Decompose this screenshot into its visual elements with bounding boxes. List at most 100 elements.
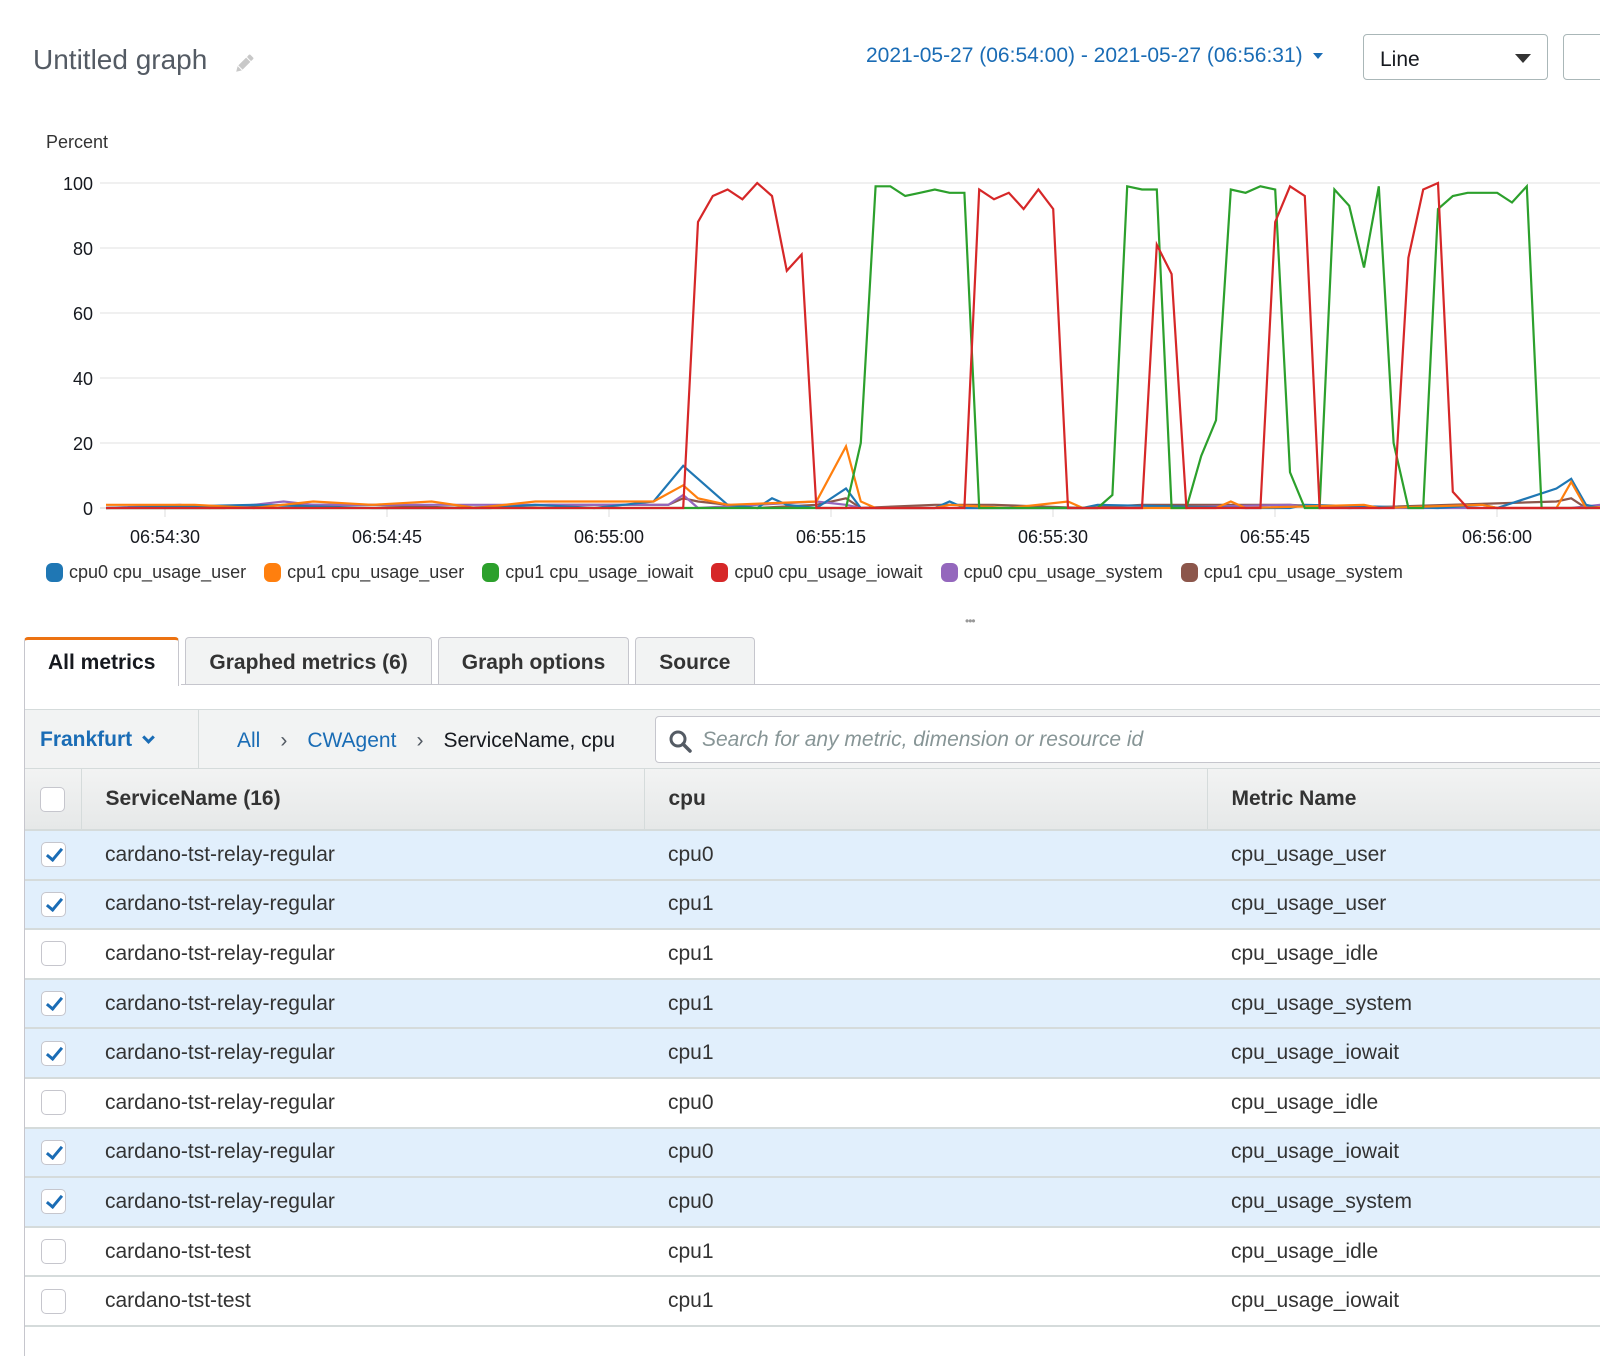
row-checkbox[interactable]: [40, 891, 66, 917]
cell-cpu: cpu1: [644, 1276, 1207, 1327]
legend-swatch-icon: [264, 563, 282, 582]
x-tick-label: 06:55:15: [796, 527, 866, 547]
table-row[interactable]: cardano-tst-relay-regular cpu1 cpu_usage_i…: [25, 1028, 1600, 1079]
x-tick-label: 06:56:00: [1462, 527, 1532, 547]
cell-cpu: cpu1: [644, 1226, 1207, 1278]
tab-source[interactable]: Source: [635, 637, 755, 685]
legend-swatch-icon: [1180, 563, 1198, 582]
breadcrumb-all[interactable]: All: [237, 729, 261, 752]
y-tick-label: 60: [73, 304, 93, 324]
search-input[interactable]: [700, 725, 1600, 755]
chevron-right-icon: ›: [280, 729, 288, 752]
legend-item[interactable]: cpu1 cpu_usage_user: [264, 562, 464, 583]
series-line-1[interactable]: [106, 443, 1600, 510]
row-select-cell: [25, 1226, 81, 1278]
column-header-metric-name[interactable]: Metric Name: [1207, 769, 1600, 831]
chevron-right-icon: ›: [416, 729, 424, 752]
legend-item[interactable]: cpu0 cpu_usage_user: [46, 562, 246, 583]
row-select-cell: [25, 830, 81, 881]
legend-item[interactable]: cpu0 cpu_usage_iowait: [711, 562, 923, 583]
search-icon: [669, 730, 692, 753]
table-row[interactable]: cardano-tst-relay-regular cpu1 cpu_usage_i…: [25, 929, 1600, 980]
pencil-icon[interactable]: [232, 52, 256, 76]
line-chart: 0 20 40 60 80 100 06:54:30 06:54:45 06:55:00 06:5…: [63, 174, 1600, 547]
legend-swatch-icon: [482, 563, 500, 582]
row-select-cell: [25, 1127, 81, 1179]
row-checkbox[interactable]: [40, 842, 66, 868]
tab-all-metrics[interactable]: All metrics: [24, 637, 180, 686]
cell-metric-name: cpu_usage_user: [1207, 879, 1600, 931]
cell-servicename: cardano-tst-relay-regular: [81, 1177, 644, 1228]
row-select-cell: [25, 1177, 81, 1228]
row-select-cell: [25, 879, 81, 931]
row-checkbox[interactable]: [40, 1139, 66, 1165]
tab-graphed-metrics[interactable]: Graphed metrics (6): [185, 637, 432, 685]
resize-handle[interactable]: •••: [965, 614, 976, 628]
cell-metric-name: cpu_usage_iowait: [1207, 1127, 1600, 1179]
table-row[interactable]: cardano-tst-relay-regular cpu1 cpu_usage_u…: [25, 879, 1600, 931]
legend-label: cpu0 cpu_usage_iowait: [734, 562, 923, 582]
divider: [198, 710, 199, 768]
column-header-servicename[interactable]: ServiceName (16): [81, 769, 645, 831]
row-select-cell: [25, 978, 81, 1030]
cell-servicename: cardano-tst-relay-regular: [81, 879, 644, 931]
legend-item[interactable]: cpu0 cpu_usage_system: [940, 562, 1163, 583]
select-all-checkbox[interactable]: [40, 786, 66, 812]
row-checkbox[interactable]: [40, 1090, 66, 1116]
table-row[interactable]: cardano-tst-relay-regular cpu0 cpu_usage_s…: [25, 1177, 1600, 1228]
table-row[interactable]: cardano-tst-relay-regular cpu0 cpu_usage_i…: [25, 1077, 1600, 1129]
legend-item[interactable]: cpu1 cpu_usage_system: [1180, 562, 1403, 583]
row-checkbox[interactable]: [40, 1239, 66, 1265]
tab-graph-options[interactable]: Graph options: [437, 637, 630, 685]
chevron-down-icon: [142, 731, 156, 744]
graph-type-value: Line: [1380, 48, 1420, 71]
x-tick-label: 06:55:00: [574, 527, 644, 547]
cell-metric-name: cpu_usage_idle: [1207, 1077, 1600, 1129]
column-header-cpu[interactable]: cpu: [644, 769, 1208, 831]
y-tick-label: 100: [63, 174, 93, 194]
row-checkbox[interactable]: [40, 1189, 66, 1215]
x-tick-label: 06:54:30: [130, 527, 200, 547]
date-range-label: 2021-05-27 (06:54:00) - 2021-05-27 (06:5…: [866, 44, 1303, 67]
cell-cpu: cpu1: [644, 978, 1207, 1030]
legend-swatch-icon: [46, 563, 63, 582]
cell-metric-name: cpu_usage_iowait: [1207, 1028, 1600, 1079]
y-axis-label: Percent: [46, 132, 109, 152]
row-checkbox[interactable]: [40, 941, 66, 967]
legend-item[interactable]: cpu1 cpu_usage_iowait: [482, 562, 693, 583]
series-line-3[interactable]: [106, 181, 1600, 510]
cell-cpu: cpu0: [644, 1177, 1207, 1228]
x-tick-label: 06:55:30: [1018, 527, 1088, 547]
cell-cpu: cpu1: [644, 1028, 1207, 1079]
actions-button[interactable]: [1563, 34, 1600, 80]
region-label: Frankfurt: [40, 728, 133, 751]
y-tick-label: 40: [73, 369, 93, 389]
y-tick-label: 80: [73, 239, 93, 259]
chart-legend: cpu0 cpu_usage_user cpu1 cpu_usage_user cp…: [46, 562, 1403, 583]
row-select-cell: [25, 929, 81, 980]
tabs-divider: [181, 684, 1600, 685]
table-row[interactable]: cardano-tst-relay-regular cpu0 cpu_usage_u…: [25, 830, 1600, 881]
table-row[interactable]: cardano-tst-relay-regular cpu0 cpu_usage_i…: [25, 1127, 1600, 1179]
row-checkbox[interactable]: [40, 1040, 66, 1066]
row-checkbox[interactable]: [40, 991, 66, 1017]
region-selector[interactable]: Frankfurt: [40, 728, 156, 752]
breadcrumb-namespace[interactable]: CWAgent: [307, 729, 397, 752]
x-tick-label: 06:54:45: [352, 527, 422, 547]
legend-swatch-icon: [940, 563, 958, 582]
caret-down-icon: [1312, 53, 1323, 60]
cell-servicename: cardano-tst-test: [81, 1226, 644, 1278]
graph-type-select[interactable]: Line: [1363, 34, 1548, 80]
table-row[interactable]: cardano-tst-test cpu1 cpu_usage_idle: [25, 1226, 1600, 1278]
table-row[interactable]: cardano-tst-test cpu1 cpu_usage_iowait: [25, 1276, 1600, 1327]
series-line-2[interactable]: [106, 183, 1600, 510]
table-row[interactable]: cardano-tst-relay-regular cpu1 cpu_usage_s…: [25, 978, 1600, 1030]
select-all-cell: [25, 769, 82, 831]
legend-label: cpu0 cpu_usage_system: [963, 562, 1163, 582]
cell-servicename: cardano-tst-relay-regular: [81, 978, 644, 1030]
cell-servicename: cardano-tst-test: [81, 1276, 644, 1327]
date-range-picker[interactable]: 2021-05-27 (06:54:00) - 2021-05-27 (06:5…: [866, 44, 1323, 68]
cell-metric-name: cpu_usage_user: [1207, 830, 1600, 881]
cell-cpu: cpu1: [644, 929, 1207, 980]
row-checkbox[interactable]: [40, 1288, 66, 1314]
